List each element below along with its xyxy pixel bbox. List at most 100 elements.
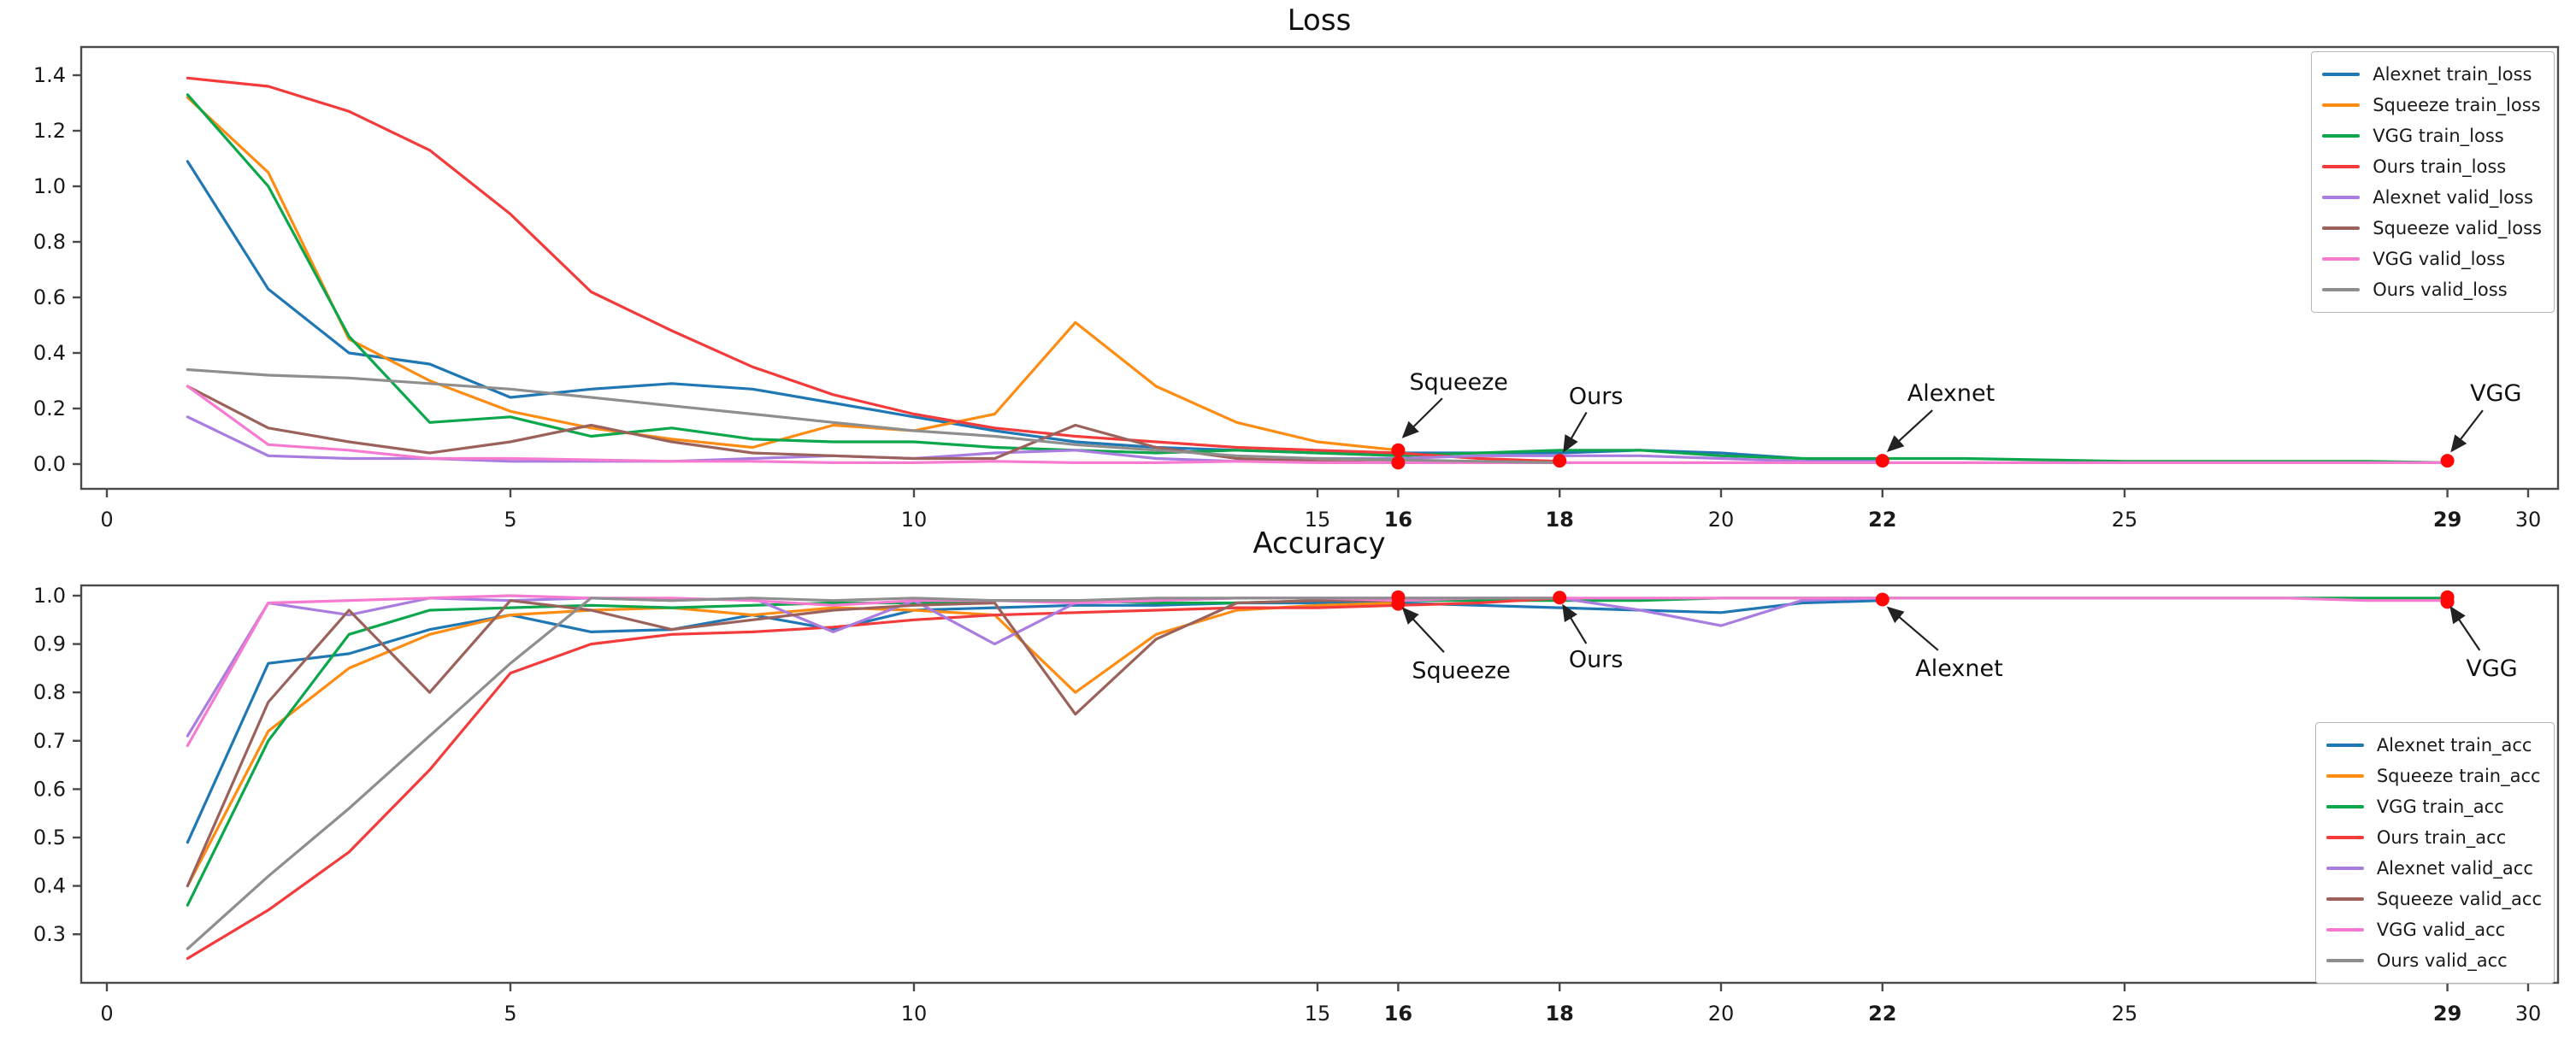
epoch-marker-dot	[1875, 592, 1889, 607]
legend-entry: Ours valid_loss	[2322, 274, 2542, 305]
epoch-marker-dot	[1553, 591, 1567, 605]
annotation-arrow	[1563, 411, 1588, 453]
x-tick-label: 25	[2112, 1002, 2138, 1026]
legend-entry: Ours valid_acc	[2325, 945, 2542, 976]
legend-label: Squeeze train_acc	[2376, 766, 2541, 786]
legend-line-swatch	[2322, 288, 2361, 291]
series-alexnet-valid_loss	[186, 415, 1884, 463]
y-tick-label: 0.3	[33, 922, 66, 946]
y-tick-label: 0.7	[33, 729, 66, 753]
legend-label: VGG valid_loss	[2373, 249, 2506, 269]
y-tick-label: 0.0	[33, 452, 66, 476]
y-tick-label: 0.8	[33, 680, 66, 704]
loss-chart-title: Loss	[1287, 3, 1352, 38]
series-squeeze-train_loss	[186, 96, 1400, 452]
legend-label: Squeeze valid_acc	[2376, 889, 2542, 909]
annotation-arrow	[2450, 409, 2484, 453]
annotation-label: Squeeze	[1412, 658, 1510, 685]
legend-line-swatch	[2325, 774, 2364, 778]
loss-plot-area	[80, 45, 2560, 491]
legend-line-swatch	[2322, 165, 2361, 168]
legend-entry: Squeeze valid_acc	[2325, 884, 2542, 914]
accuracy-chart: 0 5 10 15 16 18 20 22 25 29 30 0.3 0.4 0.5 0.6 0.7 0.8 0.…	[33, 584, 2560, 1026]
legend-label: Ours valid_loss	[2373, 279, 2508, 300]
legend-line-swatch	[2325, 959, 2364, 962]
acc-plot-area	[80, 584, 2560, 985]
x-tick-label: 20	[1708, 1002, 1735, 1026]
legend-line-swatch	[2325, 744, 2364, 747]
epoch-marker-dot	[2440, 454, 2455, 468]
y-tick-label: 1.0	[33, 584, 66, 608]
y-tick-label: 1.4	[33, 63, 66, 87]
x-tick-label: 16	[1384, 508, 1412, 532]
y-tick-label: 0.4	[33, 341, 66, 365]
legend-line-swatch	[2322, 226, 2361, 230]
legend-entry: Ours train_loss	[2322, 151, 2542, 182]
epoch-marker-dot	[1553, 454, 1567, 468]
legend-entry: Ours train_acc	[2325, 822, 2542, 853]
series-squeeze-valid_acc	[186, 599, 1400, 888]
annotation-label: Ours	[1569, 383, 1624, 409]
annotation-label: VGG	[2466, 655, 2517, 682]
annotation-label: Squeeze	[1409, 369, 1507, 396]
epoch-marker-dot	[1391, 443, 1406, 457]
annotation-arrow	[1886, 606, 1939, 651]
x-tick-label: 29	[2433, 1002, 2461, 1026]
x-tick-label: 18	[1545, 1002, 1573, 1026]
x-tick-label: 30	[2515, 1002, 2542, 1026]
x-tick-label: 15	[1305, 1002, 1331, 1026]
epoch-marker-dot	[2440, 595, 2455, 609]
legend-entry: Alexnet train_loss	[2322, 59, 2542, 90]
legend-entry: VGG train_loss	[2322, 121, 2542, 151]
loss-legend: Alexnet train_loss Squeeze train_loss VG…	[2311, 51, 2555, 313]
legend-entry: Squeeze train_acc	[2325, 761, 2542, 791]
series-alexnet-train_loss	[186, 160, 1884, 463]
x-tick-label: 30	[2515, 508, 2542, 532]
x-tick-label: 25	[2112, 508, 2138, 532]
annotation-arrow	[1886, 409, 1933, 452]
legend-line-swatch	[2325, 805, 2364, 808]
x-tick-label: 29	[2433, 508, 2461, 532]
x-tick-label: 15	[1305, 508, 1331, 532]
legend-entry: Squeeze valid_loss	[2322, 213, 2542, 244]
x-tick-label: 18	[1545, 508, 1573, 532]
legend-line-swatch	[2325, 836, 2364, 839]
legend-line-swatch	[2325, 867, 2364, 870]
y-tick-label: 1.2	[33, 119, 66, 143]
epoch-marker-dot	[1875, 454, 1889, 468]
x-tick-label: 0	[100, 508, 113, 532]
x-tick-label: 10	[901, 1002, 928, 1026]
series-ours-valid_acc	[186, 597, 1561, 950]
legend-label: Squeeze train_loss	[2373, 95, 2541, 115]
y-tick-label: 0.9	[33, 632, 66, 656]
x-tick-label: 5	[504, 1002, 516, 1026]
annotation-label: Alexnet	[1915, 655, 2002, 682]
legend-entry: Alexnet valid_acc	[2325, 853, 2542, 884]
legend-line-swatch	[2322, 103, 2361, 107]
series-ours-valid_loss	[186, 367, 1561, 465]
series-alexnet-train_acc	[186, 599, 1884, 844]
y-tick-label: 0.2	[33, 397, 66, 420]
legend-label: Ours train_acc	[2376, 827, 2507, 848]
y-tick-label: 0.6	[33, 777, 66, 801]
accuracy-legend: Alexnet train_acc Squeeze train_acc VGG …	[2314, 722, 2555, 984]
legend-label: VGG train_acc	[2376, 797, 2504, 817]
y-tick-label: 0.5	[33, 826, 66, 849]
legend-label: Alexnet train_acc	[2376, 735, 2532, 755]
accuracy-chart-title: Accuracy	[1253, 526, 1386, 561]
annotation-arrow	[1401, 607, 1445, 653]
legend-entry: VGG valid_acc	[2325, 914, 2542, 945]
x-tick-label: 0	[100, 1002, 113, 1026]
x-tick-label: 20	[1708, 508, 1735, 532]
legend-line-swatch	[2325, 897, 2364, 901]
annotation-arrow	[1401, 397, 1443, 438]
legend-entry: Squeeze train_loss	[2322, 90, 2542, 121]
legend-label: Alexnet valid_acc	[2376, 858, 2533, 879]
epoch-marker-dot	[1391, 456, 1406, 470]
legend-line-swatch	[2322, 196, 2361, 199]
legend-entry: Alexnet train_acc	[2325, 730, 2542, 761]
annotation-label: VGG	[2470, 380, 2521, 407]
legend-label: Ours valid_acc	[2376, 950, 2508, 971]
series-ours-train_loss	[186, 76, 1561, 463]
